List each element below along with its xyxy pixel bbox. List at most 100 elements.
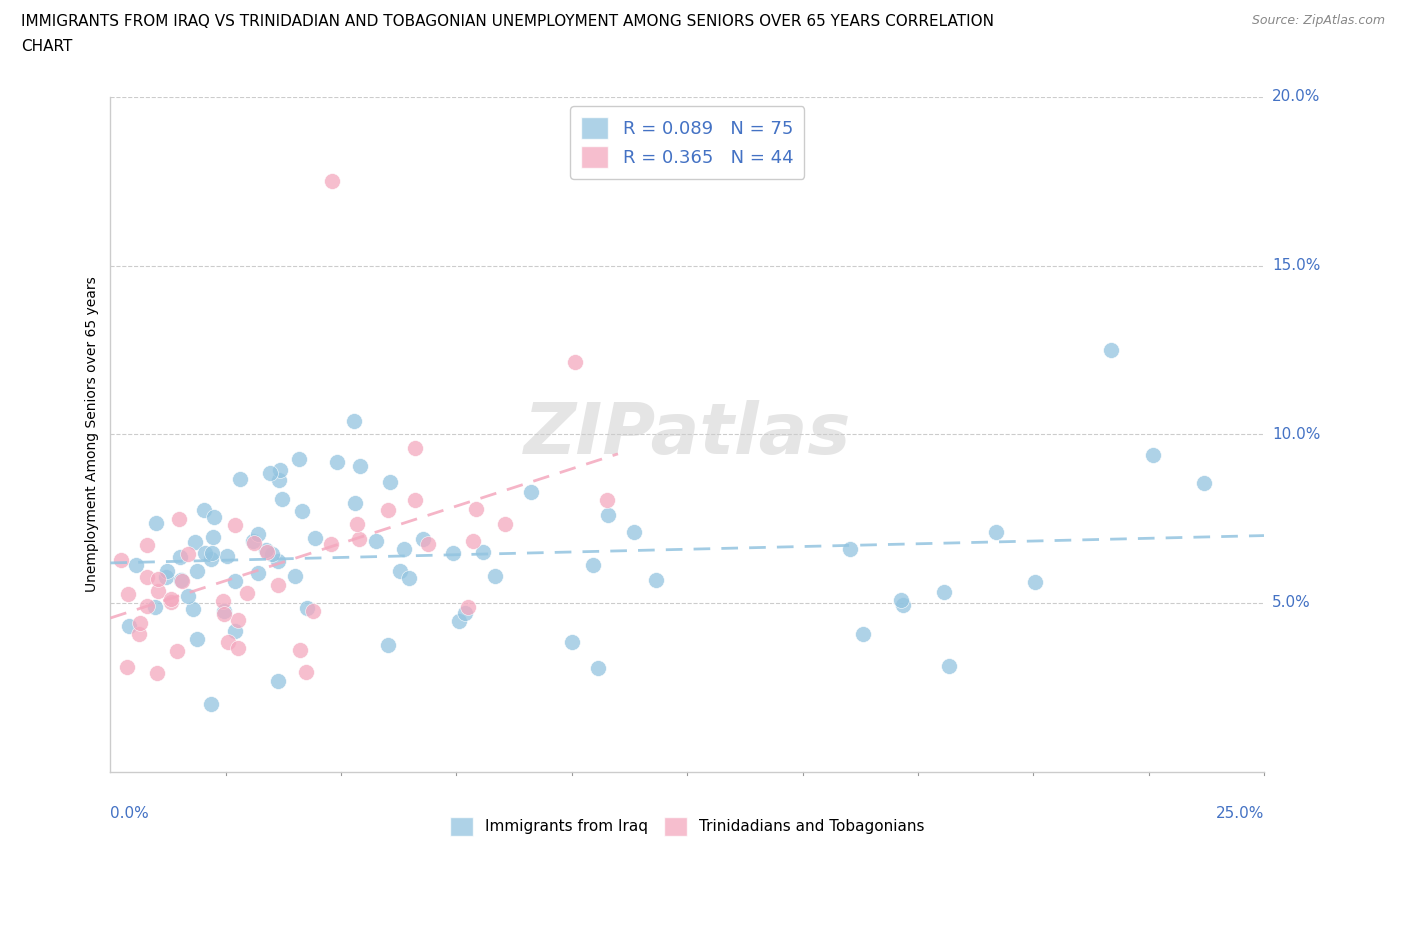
Point: [246, 565, 269, 580]
Point: [247, 526, 270, 541]
Point: [128, 626, 150, 641]
Point: [288, 452, 311, 467]
Point: [226, 641, 249, 656]
Point: [181, 602, 204, 617]
Point: [236, 585, 259, 600]
Text: 20.0%: 20.0%: [1272, 89, 1320, 104]
Point: [284, 568, 307, 583]
Point: [377, 638, 399, 653]
Point: [135, 570, 157, 585]
Point: [256, 545, 278, 560]
Text: 5.0%: 5.0%: [1272, 595, 1310, 610]
Point: [217, 634, 239, 649]
Point: [1024, 574, 1046, 589]
Point: [561, 635, 583, 650]
Point: [212, 604, 235, 618]
Point: [932, 584, 955, 599]
Point: [288, 643, 311, 658]
Point: [294, 665, 316, 680]
Point: [148, 571, 170, 586]
Point: [186, 631, 208, 646]
Point: [291, 503, 314, 518]
Point: [494, 516, 516, 531]
Point: [159, 591, 181, 606]
Point: [404, 441, 426, 456]
Point: [254, 542, 277, 557]
Point: [938, 658, 960, 673]
Point: [186, 564, 208, 578]
Point: [267, 578, 290, 592]
Point: [129, 616, 152, 631]
Point: [146, 665, 169, 680]
Point: [645, 573, 668, 588]
Point: [212, 593, 235, 608]
Point: [343, 496, 366, 511]
Legend: Immigrants from Iraq, Trinidadians and Tobagonians: Immigrants from Iraq, Trinidadians and T…: [441, 808, 934, 845]
Point: [156, 564, 179, 578]
Point: [166, 644, 188, 658]
Point: [463, 534, 485, 549]
Point: [117, 619, 139, 634]
Point: [443, 546, 465, 561]
Point: [267, 553, 290, 568]
Point: [891, 597, 914, 612]
Point: [145, 515, 167, 530]
Point: [177, 589, 200, 604]
Point: [169, 512, 191, 526]
Point: [582, 557, 605, 572]
Text: Source: ZipAtlas.com: Source: ZipAtlas.com: [1251, 14, 1385, 27]
Point: [1192, 475, 1215, 490]
Point: [586, 660, 609, 675]
Point: [228, 472, 250, 486]
Point: [838, 541, 860, 556]
Point: [349, 458, 371, 473]
Point: [596, 508, 619, 523]
Point: [326, 455, 349, 470]
Point: [110, 553, 132, 568]
Point: [200, 551, 222, 566]
Point: [136, 599, 159, 614]
Point: [202, 510, 225, 525]
Point: [520, 485, 543, 499]
Point: [115, 659, 138, 674]
Point: [224, 574, 246, 589]
Point: [143, 599, 166, 614]
Point: [224, 623, 246, 638]
Text: 10.0%: 10.0%: [1272, 427, 1320, 442]
Point: [404, 493, 426, 508]
Point: [564, 355, 586, 370]
Point: [243, 536, 266, 551]
Point: [215, 549, 238, 564]
Y-axis label: Unemployment Among Seniors over 65 years: Unemployment Among Seniors over 65 years: [86, 276, 100, 592]
Point: [259, 465, 281, 480]
Text: 15.0%: 15.0%: [1272, 259, 1320, 273]
Point: [226, 613, 249, 628]
Point: [377, 503, 399, 518]
Point: [267, 472, 290, 487]
Point: [412, 532, 434, 547]
Point: [201, 545, 224, 560]
Point: [623, 525, 645, 540]
Point: [194, 545, 217, 560]
Point: [852, 627, 875, 642]
Point: [212, 606, 235, 621]
Point: [304, 530, 326, 545]
Text: 0.0%: 0.0%: [111, 806, 149, 821]
Point: [155, 570, 177, 585]
Point: [472, 545, 495, 560]
Point: [169, 550, 191, 565]
Point: [262, 547, 284, 562]
Point: [464, 501, 486, 516]
Point: [416, 537, 439, 551]
Point: [146, 584, 169, 599]
Point: [242, 534, 264, 549]
Point: [200, 697, 222, 711]
Point: [596, 493, 619, 508]
Point: [117, 587, 139, 602]
Point: [170, 573, 193, 588]
Point: [343, 413, 366, 428]
Point: [378, 475, 401, 490]
Point: [172, 573, 194, 588]
Text: IMMIGRANTS FROM IRAQ VS TRINIDADIAN AND TOBAGONIAN UNEMPLOYMENT AMONG SENIORS OV: IMMIGRANTS FROM IRAQ VS TRINIDADIAN AND …: [21, 14, 994, 29]
Text: CHART: CHART: [21, 39, 73, 54]
